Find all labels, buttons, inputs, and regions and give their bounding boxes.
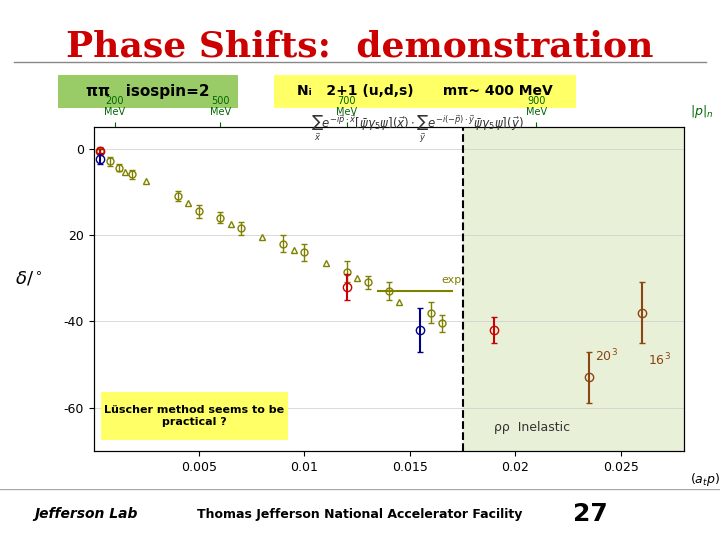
Text: 20$^3$: 20$^3$ bbox=[595, 347, 618, 364]
Text: 16$^3$: 16$^3$ bbox=[648, 352, 671, 368]
Text: Nᵢ   2+1 (u,d,s)      mπ~ 400 MeV: Nᵢ 2+1 (u,d,s) mπ~ 400 MeV bbox=[297, 84, 553, 98]
Text: $\sum_{\vec{x}} e^{-i\vec{p}\cdot\vec{x}}[\bar{\psi}\gamma_5\psi](\vec{x}) \cdot: $\sum_{\vec{x}} e^{-i\vec{p}\cdot\vec{x}… bbox=[311, 113, 524, 145]
Text: exp: exp bbox=[441, 274, 462, 285]
Text: Jefferson Lab: Jefferson Lab bbox=[35, 508, 138, 521]
Text: Phase Shifts:  demonstration: Phase Shifts: demonstration bbox=[66, 30, 654, 64]
Text: Thomas Jefferson National Accelerator Facility: Thomas Jefferson National Accelerator Fa… bbox=[197, 508, 523, 521]
Text: ρρ  Inelastic: ρρ Inelastic bbox=[494, 421, 570, 434]
FancyBboxPatch shape bbox=[258, 73, 591, 110]
FancyBboxPatch shape bbox=[49, 73, 246, 110]
Text: $(a_t p)^2$: $(a_t p)^2$ bbox=[690, 470, 720, 490]
FancyBboxPatch shape bbox=[91, 389, 297, 443]
Y-axis label: $\delta/^\circ$: $\delta/^\circ$ bbox=[15, 271, 42, 289]
Text: ππ   isospin=2: ππ isospin=2 bbox=[86, 84, 210, 99]
Bar bbox=[463, 127, 684, 451]
Text: 27: 27 bbox=[573, 502, 608, 526]
Text: $|p|_{n}$: $|p|_{n}$ bbox=[690, 104, 714, 120]
Text: Lüscher method seems to be
practical ?: Lüscher method seems to be practical ? bbox=[104, 405, 284, 427]
